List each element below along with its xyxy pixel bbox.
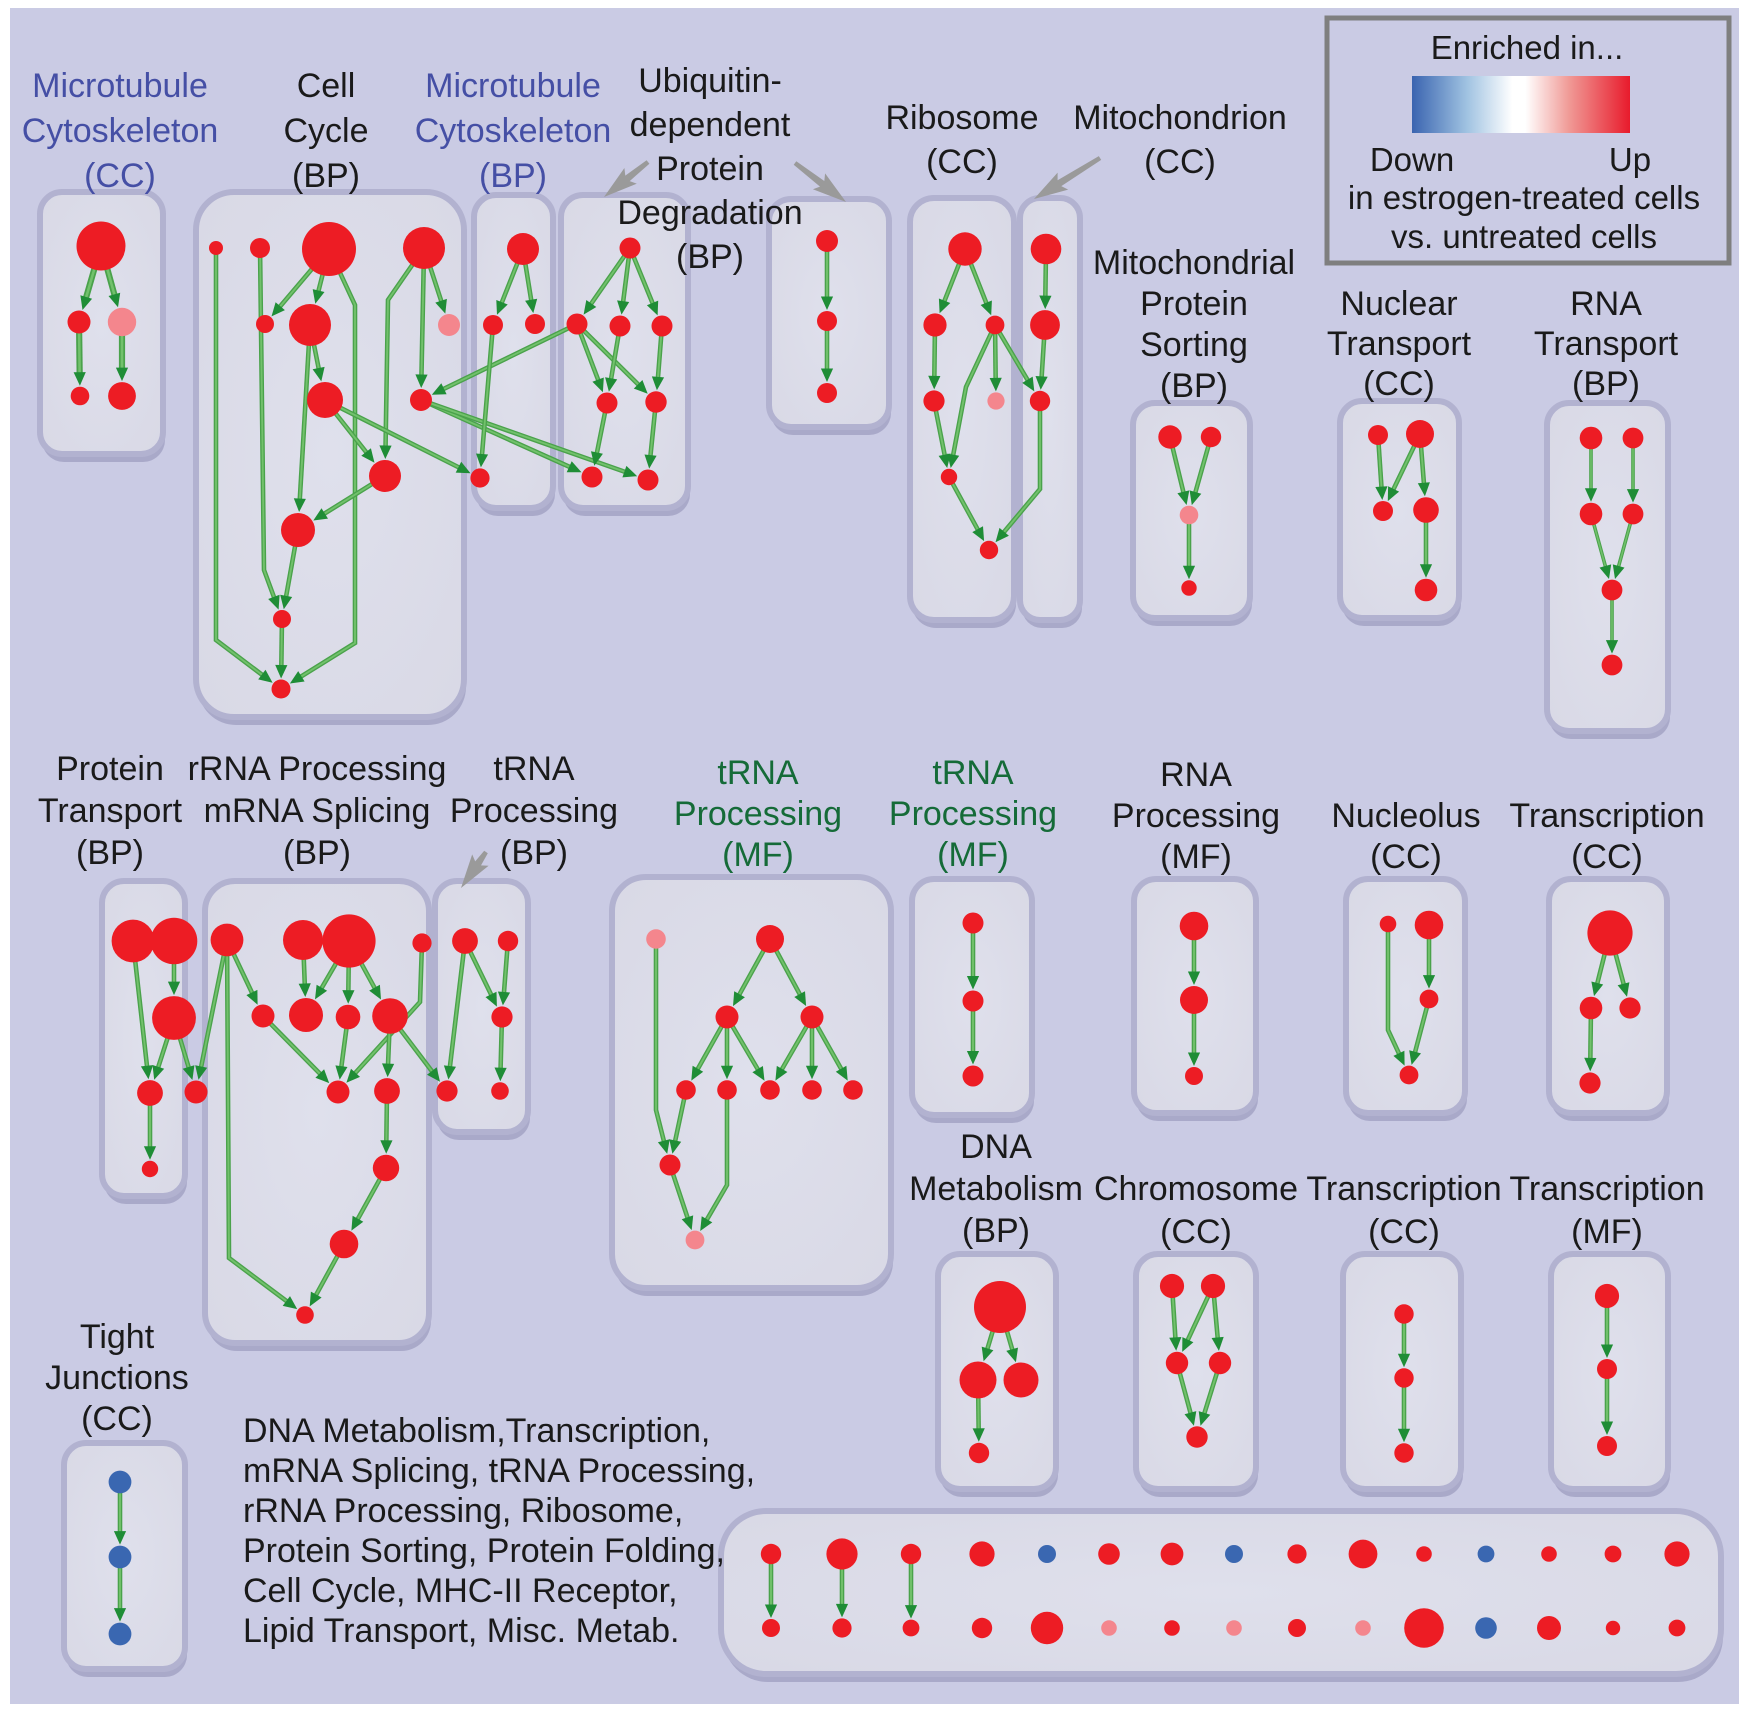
svg-text:Degradation: Degradation bbox=[617, 194, 802, 232]
svg-text:tRNA: tRNA bbox=[493, 750, 575, 788]
svg-text:tRNA: tRNA bbox=[932, 754, 1014, 792]
svg-text:Protein: Protein bbox=[56, 750, 164, 788]
svg-text:(BP): (BP) bbox=[676, 238, 744, 276]
svg-text:(MF): (MF) bbox=[937, 836, 1009, 874]
svg-text:Cell: Cell bbox=[297, 67, 356, 105]
svg-text:(MF): (MF) bbox=[1160, 838, 1232, 876]
svg-text:(CC): (CC) bbox=[1370, 838, 1442, 876]
svg-text:Mitochondrial: Mitochondrial bbox=[1093, 244, 1295, 282]
svg-text:Protein: Protein bbox=[656, 150, 764, 188]
svg-text:(MF): (MF) bbox=[722, 836, 794, 874]
svg-text:(CC): (CC) bbox=[1144, 143, 1216, 181]
svg-text:Up: Up bbox=[1609, 141, 1651, 178]
svg-text:tRNA: tRNA bbox=[717, 754, 799, 792]
svg-text:Ubiquitin-: Ubiquitin- bbox=[638, 62, 782, 100]
svg-text:(CC): (CC) bbox=[84, 157, 156, 195]
svg-text:(CC): (CC) bbox=[1160, 1213, 1232, 1251]
svg-text:Cytoskeleton: Cytoskeleton bbox=[415, 112, 612, 150]
svg-text:RNA: RNA bbox=[1160, 756, 1232, 794]
svg-text:Protein: Protein bbox=[1140, 285, 1248, 323]
svg-text:Sorting: Sorting bbox=[1140, 326, 1248, 364]
svg-text:Transcription: Transcription bbox=[1509, 797, 1704, 835]
svg-text:Lipid Transport, Misc. Metab.: Lipid Transport, Misc. Metab. bbox=[243, 1612, 680, 1650]
svg-text:Microtubule: Microtubule bbox=[32, 67, 208, 105]
svg-text:Enriched in...: Enriched in... bbox=[1431, 29, 1624, 66]
svg-text:(BP): (BP) bbox=[283, 834, 351, 872]
svg-text:(CC): (CC) bbox=[1571, 838, 1643, 876]
svg-text:Processing: Processing bbox=[450, 792, 618, 830]
svg-text:(BP): (BP) bbox=[1572, 365, 1640, 403]
svg-text:Junctions: Junctions bbox=[45, 1359, 189, 1397]
svg-text:Protein Sorting, Protein Foldi: Protein Sorting, Protein Folding, bbox=[243, 1532, 725, 1570]
svg-text:Microtubule: Microtubule bbox=[425, 67, 601, 105]
svg-text:rRNA Processing: rRNA Processing bbox=[188, 750, 447, 788]
svg-text:(BP): (BP) bbox=[962, 1212, 1030, 1250]
svg-text:Cycle: Cycle bbox=[283, 112, 368, 150]
svg-text:Mitochondrion: Mitochondrion bbox=[1073, 99, 1287, 137]
svg-text:Transport: Transport bbox=[1327, 325, 1472, 363]
svg-text:Nucleolus: Nucleolus bbox=[1331, 797, 1480, 835]
svg-text:Processing: Processing bbox=[1112, 797, 1280, 835]
svg-text:Chromosome: Chromosome bbox=[1094, 1170, 1298, 1208]
svg-text:Nuclear: Nuclear bbox=[1340, 285, 1457, 323]
svg-text:(CC): (CC) bbox=[1363, 365, 1435, 403]
svg-text:Tight: Tight bbox=[80, 1318, 155, 1356]
svg-text:(MF): (MF) bbox=[1571, 1213, 1643, 1251]
svg-text:(BP): (BP) bbox=[292, 157, 360, 195]
svg-text:(CC): (CC) bbox=[926, 143, 998, 181]
svg-text:Transport: Transport bbox=[1534, 325, 1679, 363]
svg-text:Processing: Processing bbox=[889, 795, 1057, 833]
svg-text:Ribosome: Ribosome bbox=[885, 99, 1038, 137]
svg-text:vs. untreated cells: vs. untreated cells bbox=[1391, 218, 1657, 255]
svg-text:DNA Metabolism,Transcription,: DNA Metabolism,Transcription, bbox=[243, 1412, 710, 1450]
svg-text:(BP): (BP) bbox=[479, 157, 547, 195]
svg-text:(CC): (CC) bbox=[81, 1400, 153, 1438]
svg-text:Transcription: Transcription bbox=[1306, 1170, 1501, 1208]
svg-text:dependent: dependent bbox=[630, 106, 791, 144]
svg-text:mRNA Splicing, tRNA Processing: mRNA Splicing, tRNA Processing, bbox=[243, 1452, 755, 1490]
svg-text:Cytoskeleton: Cytoskeleton bbox=[22, 112, 219, 150]
svg-text:Transport: Transport bbox=[38, 792, 183, 830]
svg-text:(BP): (BP) bbox=[76, 834, 144, 872]
svg-text:in estrogen-treated cells: in estrogen-treated cells bbox=[1348, 179, 1700, 216]
svg-text:DNA: DNA bbox=[960, 1128, 1032, 1166]
svg-text:mRNA Splicing: mRNA Splicing bbox=[204, 792, 431, 830]
svg-text:RNA: RNA bbox=[1570, 285, 1642, 323]
svg-text:rRNA Processing, Ribosome,: rRNA Processing, Ribosome, bbox=[243, 1492, 683, 1530]
svg-text:(CC): (CC) bbox=[1368, 1213, 1440, 1251]
svg-text:(BP): (BP) bbox=[1160, 367, 1228, 405]
svg-text:Metabolism: Metabolism bbox=[909, 1170, 1083, 1208]
svg-text:Cell Cycle, MHC-II Receptor,: Cell Cycle, MHC-II Receptor, bbox=[243, 1572, 678, 1610]
svg-text:(BP): (BP) bbox=[500, 834, 568, 872]
svg-text:Transcription: Transcription bbox=[1509, 1170, 1704, 1208]
svg-text:Processing: Processing bbox=[674, 795, 842, 833]
svg-text:Down: Down bbox=[1370, 141, 1454, 178]
